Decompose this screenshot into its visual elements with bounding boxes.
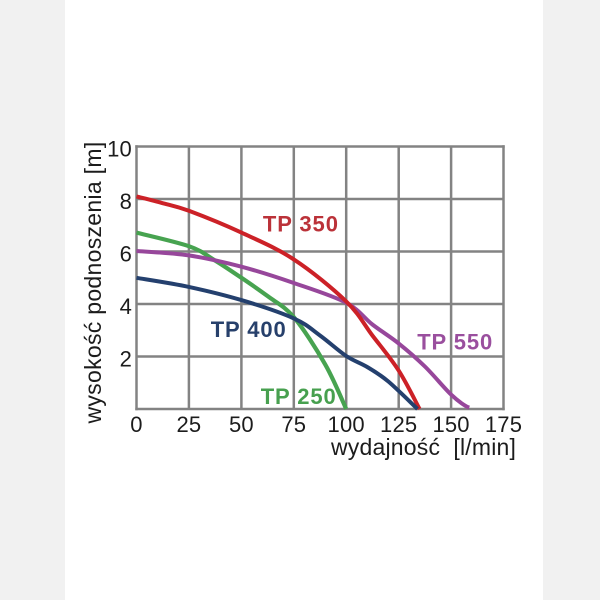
svg-text:100: 100 xyxy=(328,412,365,437)
svg-text:175: 175 xyxy=(485,412,522,437)
svg-text:125: 125 xyxy=(380,412,417,437)
svg-text:wydajność [l/min]: wydajność [l/min] xyxy=(330,434,516,460)
svg-text:6: 6 xyxy=(120,242,132,267)
svg-text:0: 0 xyxy=(130,412,142,437)
svg-text:150: 150 xyxy=(432,412,469,437)
svg-text:TP 550: TP 550 xyxy=(417,330,493,355)
svg-text:75: 75 xyxy=(281,412,306,437)
svg-text:8: 8 xyxy=(120,189,132,214)
svg-text:TP 250: TP 250 xyxy=(261,384,337,409)
svg-text:4: 4 xyxy=(120,294,132,319)
svg-text:2: 2 xyxy=(120,347,132,372)
svg-text:TP 400: TP 400 xyxy=(211,317,287,342)
svg-text:25: 25 xyxy=(176,412,201,437)
svg-text:wysokość podnoszenia [m]: wysokość podnoszenia [m] xyxy=(80,141,106,424)
svg-text:50: 50 xyxy=(229,412,254,437)
svg-text:TP 350: TP 350 xyxy=(263,212,339,237)
svg-text:10: 10 xyxy=(107,137,132,162)
